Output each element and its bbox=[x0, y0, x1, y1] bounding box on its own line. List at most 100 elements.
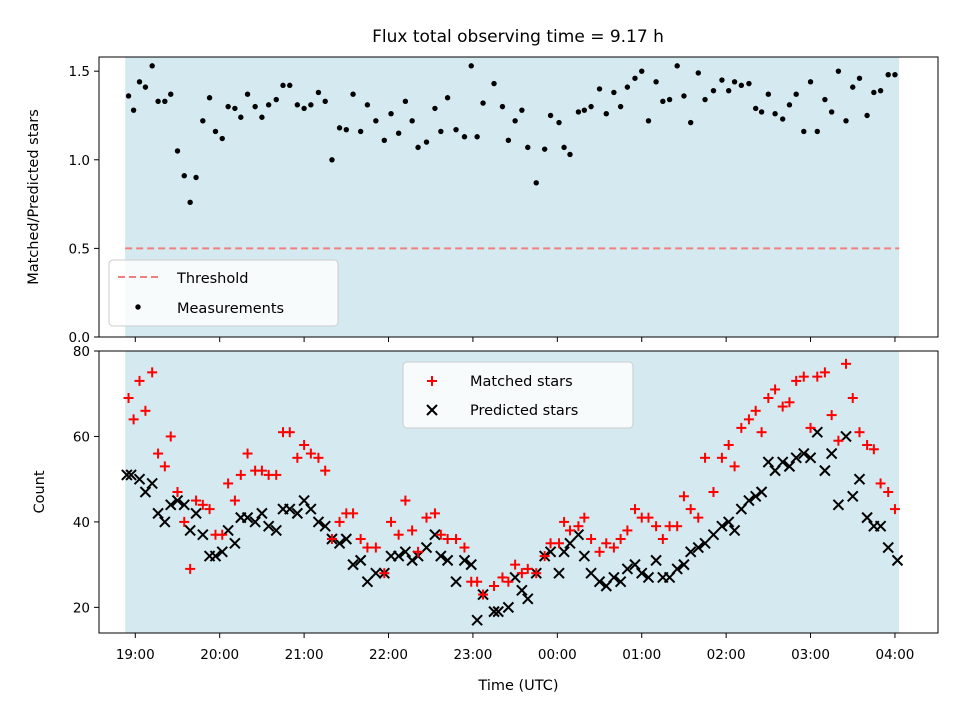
top-y-axis-label: Matched/Predicted stars bbox=[26, 109, 42, 285]
predicted-star-point bbox=[133, 473, 146, 485]
predicted-star-point bbox=[284, 503, 296, 515]
top-axes-frame bbox=[98, 56, 939, 338]
predicted-star-point bbox=[629, 558, 641, 571]
measurement-point bbox=[415, 144, 421, 151]
predicted-star-point bbox=[441, 554, 454, 567]
measurement-point bbox=[687, 119, 694, 126]
predicted-star-point bbox=[642, 571, 655, 584]
predicted-star-point bbox=[825, 447, 838, 460]
predicted-star-point bbox=[882, 541, 894, 554]
matched-star-point bbox=[883, 487, 894, 497]
matched-star-point bbox=[531, 568, 542, 579]
measurement-point bbox=[402, 98, 409, 105]
matched-star-point bbox=[191, 495, 202, 506]
matched-star-point bbox=[601, 538, 612, 549]
measurement-point bbox=[731, 79, 738, 85]
measurement-point bbox=[772, 111, 778, 117]
bottom-marks bbox=[121, 358, 904, 626]
matched-star-point bbox=[429, 508, 440, 519]
measurement-point bbox=[174, 148, 181, 154]
matched-star-point bbox=[516, 568, 527, 579]
measurement-point bbox=[461, 134, 468, 140]
predicted-star-point bbox=[728, 524, 741, 537]
measurement-point bbox=[381, 137, 387, 143]
measurement-point bbox=[892, 72, 898, 78]
matched-star-point bbox=[608, 542, 619, 553]
predicted-star-point bbox=[621, 563, 634, 575]
predicted-star-point bbox=[406, 554, 418, 567]
predicted-star-point bbox=[699, 537, 711, 549]
matched-star-point bbox=[723, 440, 734, 450]
matched-star-point bbox=[204, 504, 215, 515]
measurement-point bbox=[864, 112, 870, 119]
measurement-point bbox=[814, 128, 820, 135]
matched-star-point bbox=[564, 525, 575, 536]
matched-star-point bbox=[573, 521, 584, 532]
measurement-point bbox=[674, 63, 680, 69]
matched-star-point bbox=[586, 534, 597, 544]
measurement-point bbox=[632, 75, 638, 81]
measurement-point bbox=[200, 118, 206, 124]
matched-star-point bbox=[554, 538, 565, 549]
measurement-point bbox=[871, 89, 877, 96]
predicted-star-point bbox=[209, 550, 222, 562]
matched-star-point bbox=[256, 465, 267, 476]
predicted-legend-label: Predicted stars bbox=[470, 403, 578, 419]
measurement-point bbox=[444, 95, 451, 101]
matched-star-point bbox=[140, 405, 151, 416]
bottom-y-tick-label: 20 bbox=[73, 600, 90, 616]
predicted-star-point bbox=[458, 554, 471, 567]
matched-star-point bbox=[678, 491, 689, 502]
measurement-point bbox=[660, 98, 666, 105]
measurement-point bbox=[746, 80, 752, 87]
measurement-point bbox=[843, 118, 849, 124]
measurement-point bbox=[801, 128, 807, 135]
bottom-y-tick-label: 40 bbox=[73, 515, 90, 531]
measurement-point bbox=[181, 173, 187, 179]
predicted-star-point bbox=[197, 529, 209, 541]
x-tick-label: 04:00 bbox=[875, 647, 914, 663]
bottom-panel: 20 40 60 80 19:00 20:00 21:00 22:00 23:00 00:00 01… bbox=[32, 344, 939, 694]
predicted-star-point bbox=[755, 486, 768, 498]
bottom-ticks: 20 40 60 80 19:00 20:00 21:00 22:00 23:00 00:00 01… bbox=[73, 344, 915, 663]
predicted-star-point bbox=[678, 558, 690, 571]
predicted-star-point bbox=[692, 541, 704, 554]
predicted-star-point bbox=[516, 584, 528, 596]
predicted-star-point bbox=[190, 507, 202, 520]
measurement-point bbox=[315, 89, 322, 96]
matched-star-point bbox=[159, 461, 170, 472]
measurement-point bbox=[329, 157, 335, 163]
measurement-point bbox=[752, 105, 759, 112]
top-y-tick-label: 0.0 bbox=[69, 330, 90, 346]
predicted-legend-swatch bbox=[426, 404, 438, 416]
predicted-star-point bbox=[298, 494, 310, 507]
bottom-axes-frame bbox=[98, 350, 939, 634]
measurement-point bbox=[850, 84, 856, 90]
matched-star-point bbox=[326, 534, 337, 544]
matched-star-point bbox=[123, 393, 134, 403]
matched-legend-swatch bbox=[427, 376, 437, 386]
matched-star-point bbox=[503, 576, 514, 587]
measurement-legend-swatch bbox=[135, 304, 141, 310]
matched-star-point bbox=[763, 393, 774, 403]
predicted-star-point bbox=[370, 567, 382, 579]
predicted-star-point bbox=[420, 541, 433, 554]
predicted-star-point bbox=[270, 524, 282, 537]
predicted-star-point bbox=[429, 529, 441, 541]
x-tick-label: 20:00 bbox=[200, 647, 239, 663]
matched-star-point bbox=[700, 452, 711, 463]
measurement-point bbox=[343, 126, 350, 133]
predicted-star-point bbox=[578, 550, 591, 562]
x-tick-label: 01:00 bbox=[622, 647, 661, 663]
measurement-point bbox=[480, 100, 486, 106]
top-y-tick-label: 0.5 bbox=[69, 241, 90, 257]
measurement-point bbox=[581, 107, 588, 113]
measurement-point bbox=[738, 82, 745, 89]
predicted-star-point bbox=[305, 503, 317, 515]
matched-star-point bbox=[889, 504, 900, 515]
measurement-point bbox=[336, 125, 343, 131]
top-legend-box bbox=[108, 259, 339, 327]
predicted-star-point bbox=[585, 567, 597, 579]
matched-star-point bbox=[128, 414, 139, 425]
predicted-star-point bbox=[471, 614, 483, 626]
